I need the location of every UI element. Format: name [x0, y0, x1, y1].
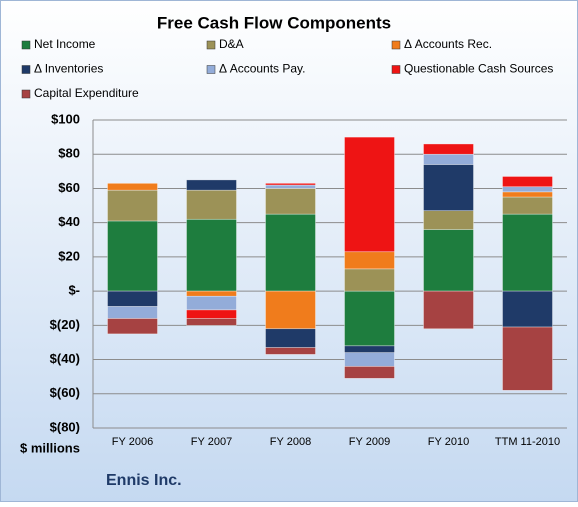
footer: Ennis Inc.	[106, 472, 182, 489]
y-tick-label: $(40)	[50, 351, 80, 366]
bar-segment	[423, 143, 474, 155]
bar-segment	[265, 183, 316, 186]
bar-segment	[344, 290, 395, 347]
y-axis-label: $ millions	[20, 440, 80, 455]
y-tick-label: $100	[51, 111, 80, 126]
bar-segment	[107, 189, 158, 222]
bar-segment	[344, 251, 395, 270]
bar-segment	[265, 188, 316, 215]
bar-segment	[186, 290, 237, 297]
bar-segment	[423, 153, 474, 165]
x-tick-label: FY 2008	[270, 436, 311, 448]
legend-label: Δ Accounts Rec.	[404, 37, 492, 51]
bar-segment	[186, 189, 237, 220]
bar-segment	[186, 309, 237, 319]
legend-label: Capital Expenditure	[34, 86, 139, 100]
chart-title: Free Cash Flow Components	[157, 13, 391, 32]
x-tick-label: FY 2007	[191, 436, 232, 448]
bar-segment	[502, 191, 553, 198]
bar-segment	[265, 213, 316, 292]
bar-segment	[265, 184, 316, 189]
bar-segment	[186, 218, 237, 292]
bar-segment	[344, 345, 395, 354]
bar-segment	[344, 268, 395, 292]
legend-label: Δ Accounts Pay.	[219, 62, 306, 76]
bar-segment	[186, 295, 237, 311]
legend-label: Questionable Cash Sources	[404, 62, 553, 76]
legend-swatch	[391, 40, 401, 50]
bar-segment	[502, 186, 553, 193]
y-tick-label: $40	[58, 214, 80, 229]
bar-segment	[107, 318, 158, 335]
x-tick-label: FY 2010	[428, 436, 469, 448]
bar-segment	[107, 183, 158, 191]
bar-segment	[502, 176, 553, 188]
legend-swatch	[21, 89, 31, 99]
bar-segment	[265, 328, 316, 348]
y-tick-label: $(60)	[50, 385, 80, 400]
bar-segment	[186, 318, 237, 326]
x-tick-label: FY 2009	[349, 436, 390, 448]
legend-swatch	[206, 40, 216, 50]
y-tick-label: $20	[58, 248, 80, 263]
legend-label: Δ Inventories	[34, 62, 103, 76]
bar-segment	[502, 326, 553, 391]
y-tick-label: $(20)	[50, 317, 80, 332]
bar-segment	[107, 306, 158, 319]
bar-segment	[186, 179, 237, 191]
legend-swatch	[206, 65, 216, 74]
bar-segment	[502, 213, 553, 292]
y-tick-label: $80	[58, 146, 80, 161]
bar-segment	[423, 164, 474, 211]
legend-swatch	[21, 40, 31, 50]
legend-label: D&A	[219, 37, 244, 51]
bar-segment	[107, 220, 158, 292]
bar-segment	[423, 290, 474, 330]
bar-segment	[344, 136, 395, 253]
bar-segment	[502, 290, 553, 328]
bar-segment	[265, 290, 316, 330]
bar-segment	[344, 366, 395, 379]
y-tick-label: $-	[68, 283, 80, 298]
y-tick-label: $(80)	[50, 419, 80, 434]
bar-segment	[423, 229, 474, 292]
y-tick-label: $60	[58, 180, 80, 195]
bar-segment	[265, 347, 316, 355]
bar-segment	[107, 290, 158, 307]
x-tick-label: FY 2006	[112, 436, 153, 448]
legend-label: Net Income	[34, 37, 96, 51]
x-tick-label: TTM 11-2010	[495, 436, 560, 448]
bar-segment	[502, 196, 553, 215]
bar-segment	[344, 352, 395, 367]
legend-swatch	[21, 65, 31, 74]
legend-swatch	[391, 65, 401, 74]
bar-segment	[423, 210, 474, 230]
